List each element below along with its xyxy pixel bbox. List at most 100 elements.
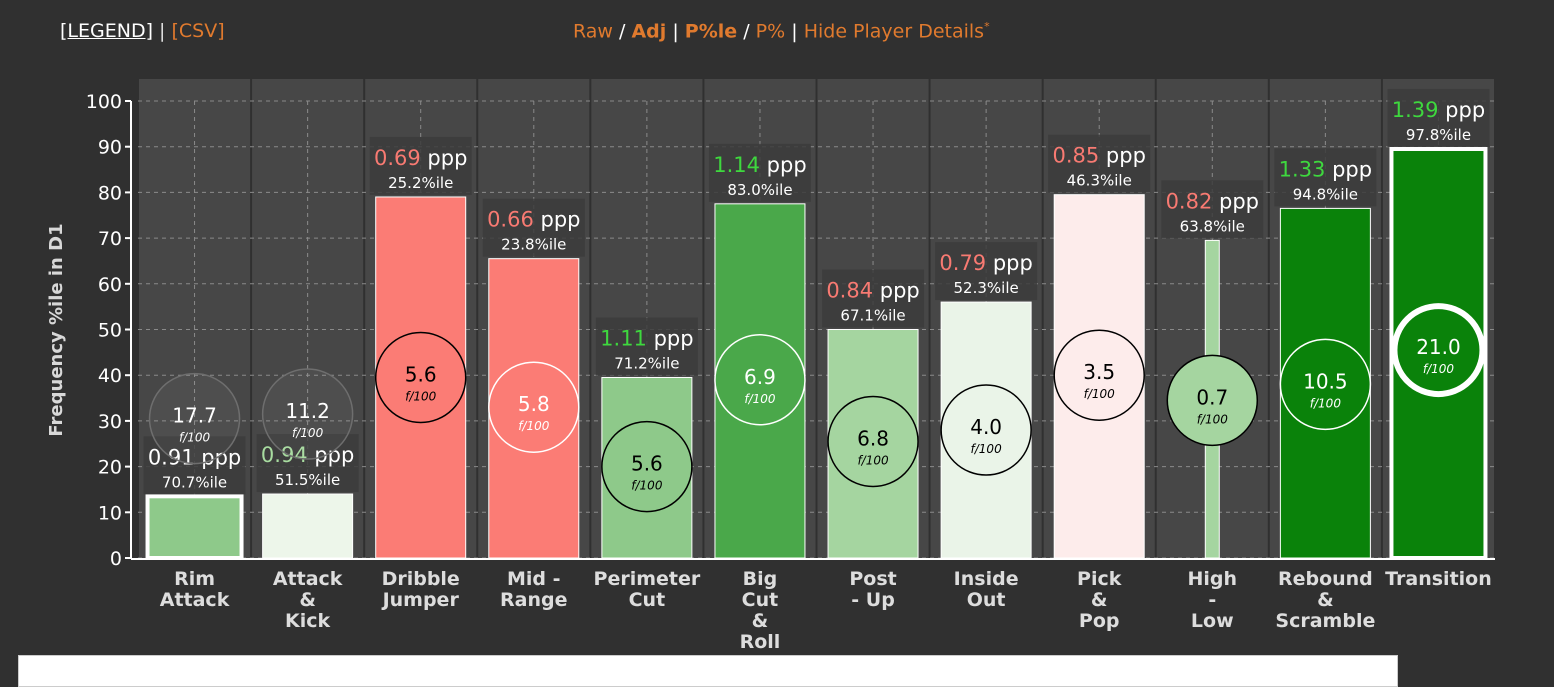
y-tick-label: 80 bbox=[98, 182, 122, 204]
frequency-unit: f/100 bbox=[1423, 362, 1455, 376]
ppp-percentile-label: 46.3%ile bbox=[1067, 172, 1132, 190]
ppp-label-box bbox=[1274, 148, 1377, 207]
category-label: Range bbox=[500, 589, 567, 611]
ppp-percentile-label: 25.2%ile bbox=[388, 174, 453, 192]
y-tick-label: 60 bbox=[98, 274, 122, 296]
category-group: 1.39 ppp 97.8%ile 21.0 f/100 Transition bbox=[1385, 88, 1492, 590]
y-tick-label: 90 bbox=[98, 137, 122, 159]
category-label: Pop bbox=[1079, 610, 1120, 632]
ppp-label: 0.94 ppp bbox=[261, 443, 354, 467]
category-group: 0.66 ppp 23.8%ile 5.8 f/100 Mid -Range bbox=[482, 198, 585, 611]
frequency-unit: f/100 bbox=[744, 392, 776, 406]
ppp-label-box bbox=[369, 136, 472, 195]
ppp-percentile-label: 51.5%ile bbox=[275, 471, 340, 489]
frequency-unit: f/100 bbox=[857, 453, 889, 467]
frequency-circle bbox=[488, 361, 580, 453]
frequency-circle bbox=[261, 368, 354, 460]
frequency-unit: f/100 bbox=[1197, 412, 1229, 426]
ppp-label-box bbox=[143, 436, 246, 495]
frequency-value: 11.2 bbox=[285, 399, 330, 423]
ppp-label-box bbox=[1048, 134, 1151, 193]
y-tick-label: 50 bbox=[98, 320, 122, 342]
ppp-percentile-label: 83.0%ile bbox=[727, 181, 792, 199]
hide-player-details-option[interactable]: Hide Player Details bbox=[803, 20, 985, 43]
category-label: Big bbox=[743, 568, 778, 590]
frequency-unit: f/100 bbox=[971, 442, 1003, 456]
pct-option[interactable]: P% bbox=[755, 20, 786, 43]
csv-link[interactable]: [CSV] bbox=[171, 20, 225, 42]
category-group: 0.82 ppp 63.8%ile 0.7 f/100 High-Low bbox=[1161, 180, 1264, 632]
ppp-label: 0.69 ppp bbox=[374, 146, 467, 170]
y-tick-label: 40 bbox=[98, 365, 122, 387]
category-label: Perimeter bbox=[594, 568, 701, 590]
frequency-value: 21.0 bbox=[1416, 335, 1461, 359]
details-panel bbox=[18, 655, 1398, 687]
y-tick-label: 100 bbox=[86, 91, 122, 113]
frequency-circle bbox=[1279, 338, 1372, 431]
category-label: High bbox=[1188, 568, 1238, 590]
category-label: - Up bbox=[851, 589, 895, 611]
ppp-label: 1.39 ppp bbox=[1392, 98, 1485, 122]
y-axis-title: Frequency %ile in D1 bbox=[46, 223, 67, 436]
category-label: Low bbox=[1191, 610, 1234, 632]
category-label: & bbox=[752, 610, 769, 632]
ppp-label-box bbox=[482, 198, 585, 257]
category-label: & bbox=[299, 589, 316, 611]
ppp-label-box bbox=[822, 269, 925, 328]
raw-option[interactable]: Raw bbox=[573, 20, 613, 43]
bar bbox=[262, 493, 354, 559]
category-label: Pick bbox=[1077, 568, 1122, 590]
frequency-unit: f/100 bbox=[405, 389, 437, 403]
frequency-value: 4.0 bbox=[970, 415, 1002, 439]
ppp-label-box bbox=[935, 242, 1038, 301]
adj-option[interactable]: Adj bbox=[631, 20, 667, 43]
category-label: Attack bbox=[273, 568, 343, 590]
category-label: Cut bbox=[629, 589, 666, 611]
frequency-value: 5.8 bbox=[518, 392, 550, 416]
category-label: Roll bbox=[740, 631, 781, 653]
category-group: 0.85 ppp 46.3%ile 3.5 f/100 Pick&Pop bbox=[1048, 134, 1151, 632]
ppp-percentile-label: 94.8%ile bbox=[1293, 185, 1358, 203]
frequency-circle bbox=[1166, 354, 1259, 447]
category-label: Inside bbox=[954, 568, 1019, 590]
frequency-unit: f/100 bbox=[631, 479, 663, 493]
ppp-percentile-label: 67.1%ile bbox=[840, 307, 905, 325]
pctile-option[interactable]: P%le bbox=[684, 20, 738, 43]
ppp-percentile-label: 23.8%ile bbox=[501, 236, 566, 254]
header-separator: | bbox=[153, 20, 172, 42]
chart: 0 10 20 30 40 50 60 70 80 90 100 Frequency %ile in … bbox=[46, 79, 1495, 653]
bar bbox=[145, 494, 244, 560]
frequency-unit: f/100 bbox=[1310, 396, 1342, 410]
category-label: Out bbox=[967, 589, 1006, 611]
frequency-circle bbox=[1053, 329, 1145, 421]
view-options: Raw / Adj | P%le / P% | Hide Player Deta… bbox=[573, 20, 990, 43]
frequency-circle bbox=[827, 395, 919, 488]
category-label: Rim bbox=[174, 568, 215, 590]
ppp-label-box bbox=[708, 143, 811, 202]
ppp-label: 0.82 ppp bbox=[1166, 189, 1259, 213]
category-label: Mid - bbox=[507, 568, 561, 590]
ppp-percentile-label: 52.3%ile bbox=[954, 279, 1019, 297]
frequency-circle bbox=[1391, 303, 1486, 398]
frequency-value: 6.8 bbox=[857, 426, 889, 450]
category-label: Post bbox=[849, 568, 896, 590]
ppp-label: 0.84 ppp bbox=[826, 279, 919, 303]
category-label: & bbox=[1091, 589, 1108, 611]
frequency-circle bbox=[714, 334, 806, 426]
asterisk: * bbox=[984, 20, 990, 33]
y-tick-label: 30 bbox=[98, 411, 122, 433]
category-label: Transition bbox=[1385, 568, 1492, 590]
frequency-unit: f/100 bbox=[292, 426, 324, 440]
y-tick-label: 0 bbox=[110, 548, 122, 570]
ppp-label: 0.79 ppp bbox=[939, 251, 1032, 275]
frequency-value: 10.5 bbox=[1303, 369, 1348, 393]
legend-link[interactable]: [LEGEND] bbox=[60, 20, 153, 42]
frequency-value: 6.9 bbox=[744, 365, 776, 389]
ppp-label: 0.85 ppp bbox=[1052, 144, 1145, 168]
frequency-value: 3.5 bbox=[1083, 360, 1115, 384]
category-label: Cut bbox=[742, 589, 779, 611]
